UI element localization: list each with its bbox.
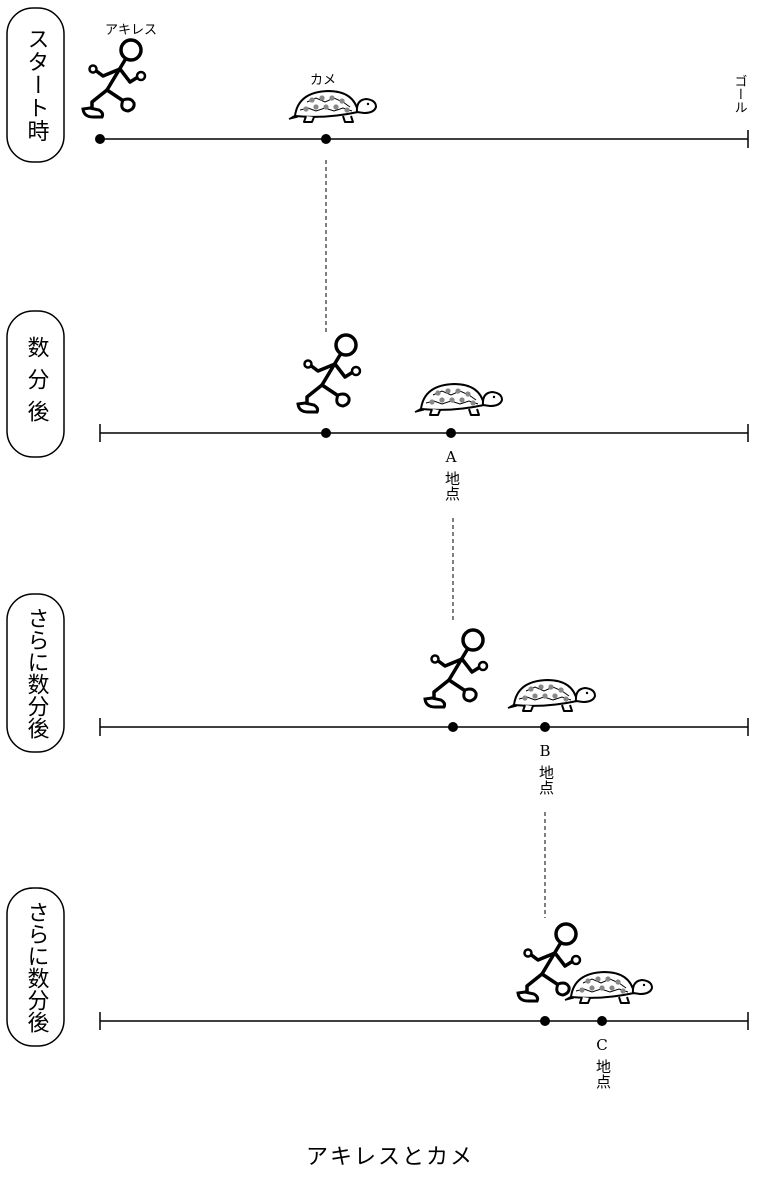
tortoise-position-2 <box>446 428 456 438</box>
phase-label-further-2: さらに数分後 <box>24 901 50 1033</box>
point-a-letter: A <box>445 448 457 466</box>
track-line-start <box>100 130 749 148</box>
achilles-label: アキレス <box>105 23 157 38</box>
achilles-position-4 <box>540 1016 550 1026</box>
achilles-position-3 <box>448 722 458 732</box>
phase-pill-further-2 <box>6 887 65 1047</box>
achilles-position-start <box>95 134 105 144</box>
point-a-word: 地点 <box>443 471 461 501</box>
phase-label-further-1: さらに数分後 <box>24 607 50 739</box>
tortoise-figure-3 <box>507 679 596 712</box>
track-line-after-minutes <box>99 424 749 442</box>
phase-label-after-minutes: 数分後 <box>24 336 50 432</box>
point-b-letter: B <box>539 742 550 760</box>
phase-pill-after-minutes <box>6 310 65 458</box>
tortoise-position-start <box>321 134 331 144</box>
tortoise-figure-start <box>288 90 377 123</box>
achilles-figure-start <box>81 38 147 119</box>
track-line-further-1 <box>99 718 749 736</box>
point-c-word: 地点 <box>594 1059 612 1089</box>
phase-pill-further-1 <box>6 593 65 753</box>
track-line-further-2 <box>99 1012 749 1030</box>
goal-label: ゴール <box>732 75 747 114</box>
tortoise-position-3 <box>540 722 550 732</box>
diagram-caption: アキレスとカメ <box>306 1145 474 1170</box>
point-c-letter: C <box>596 1036 607 1054</box>
achilles-figure-2 <box>296 333 362 414</box>
achilles-figure-3 <box>423 628 489 709</box>
tortoise-figure-4 <box>564 971 653 1004</box>
tortoise-label: カメ <box>310 73 336 88</box>
achilles-figure-4 <box>516 922 582 1003</box>
achilles-position-2 <box>321 428 331 438</box>
tortoise-position-4 <box>597 1016 607 1026</box>
tortoise-figure-2 <box>414 383 503 416</box>
point-b-word: 地点 <box>537 765 555 795</box>
phase-pill-start <box>6 7 65 163</box>
phase-label-start: スタート時 <box>24 28 49 143</box>
